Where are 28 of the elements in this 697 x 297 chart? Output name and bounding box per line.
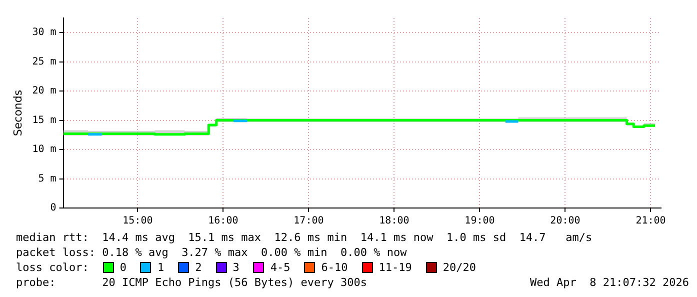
x-tick-label: 17:00 (294, 216, 324, 227)
legend-label: 3 (232, 260, 240, 275)
x-tick-label: 15:00 (122, 216, 153, 227)
y-tick-label: 0 (50, 202, 56, 214)
y-tick-label: 5 m (38, 173, 56, 184)
legend-label: 11-19 (378, 260, 412, 275)
text: packet loss: 0.18 % avg 3.27 % max 0.00 % min 0.00 % now (16, 245, 408, 260)
x-tick-label: 16:00 (208, 216, 238, 227)
x-tick-label: 21:00 (636, 216, 666, 227)
legend-label: 2 (195, 260, 202, 275)
y-tick-label: 10 m (32, 144, 56, 156)
y-tick-label: 25 m (32, 56, 56, 68)
y-tick-label: 15 m (32, 114, 56, 126)
x-tick-label: 19:00 (464, 216, 495, 227)
x-tick-label: 18:00 (379, 216, 410, 227)
text: probe: 20 ICMP Echo Pings (56 Bytes) every 300s (16, 275, 367, 290)
y-axis-title: Seconds (11, 90, 24, 136)
legend-label: 20/20 (442, 260, 476, 275)
x-tick-label: 20:00 (550, 216, 580, 227)
legend-label: 4-5 (270, 260, 290, 275)
legend-label: 0 (120, 260, 126, 275)
text: median rtt: 14.4 ms avg 15.1 ms max 12.6 ms min 14.1 ms now 1.0 ms sd 14.7 am/s (16, 230, 594, 245)
legend-label: 1 (157, 260, 164, 275)
text: Wed Apr 8 21:07:32 2026 (530, 275, 689, 290)
y-tick-label: 30 m (32, 27, 56, 38)
legend-title: loss color: (16, 260, 89, 275)
legend-label: 6-10 (321, 260, 348, 275)
y-tick-label: 20 m (32, 86, 56, 97)
